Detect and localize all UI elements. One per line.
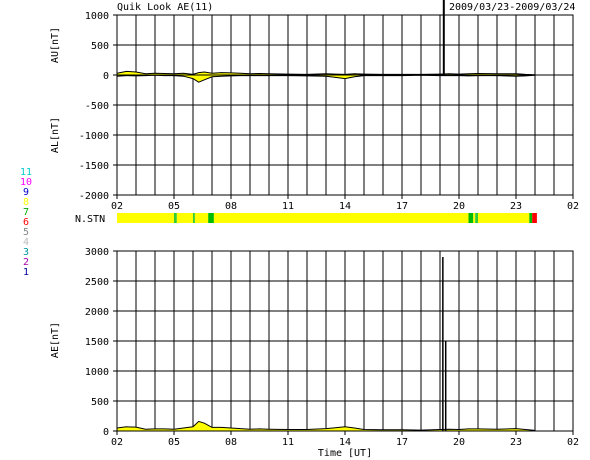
au-series-area — [117, 71, 535, 75]
nstn-segment — [174, 213, 177, 223]
y-tick-label: 3000 — [85, 247, 109, 258]
nstn-segment — [529, 213, 533, 223]
y-tick-label: -1500 — [79, 161, 109, 172]
legend-station-count: 5 — [23, 227, 29, 238]
x-tick-label: 11 — [282, 201, 294, 212]
nstn-bar — [117, 213, 537, 223]
ae-frame — [116, 250, 574, 432]
nstn-segment — [473, 213, 476, 223]
x-tick-label: 08 — [225, 201, 237, 212]
chart-title: Quik Look AE(11) — [117, 2, 213, 13]
legend-station-count: 7 — [23, 207, 29, 218]
y-tick-label: -1000 — [79, 131, 109, 142]
nstn-segment — [478, 213, 530, 223]
y-tick-label: 0 — [103, 71, 109, 82]
legend-station-count: 4 — [23, 237, 29, 248]
au-al-data — [116, 0, 536, 83]
legend-station-count: 2 — [23, 257, 29, 268]
y-tick-label: 2500 — [85, 277, 109, 288]
au-al-frame — [116, 14, 574, 196]
al-series-line — [116, 74, 536, 83]
legend-station-count: 11 — [20, 167, 32, 178]
x-tick-label: 02 — [567, 201, 579, 212]
y-tick-label: 500 — [91, 397, 109, 408]
ae-grid — [116, 250, 574, 432]
au-al-y-ticks: 1000 500 0 -500 -1000 -1500 -2000 — [79, 11, 117, 202]
nstn-segment — [194, 213, 209, 223]
y-tick-label: -2000 — [79, 191, 109, 202]
nstn-label: N.STN — [75, 214, 105, 225]
legend-station-count: 3 — [23, 247, 29, 258]
nstn-segment — [475, 213, 478, 223]
au-series-line — [116, 70, 536, 76]
x-tick-label: 20 — [453, 201, 465, 212]
au-al-panel: Quik Look AE(11) 2009/03/23-2009/03/24 A… — [50, 0, 579, 212]
nstn-segment — [468, 213, 474, 223]
ae-data — [116, 257, 536, 431]
x-tick-label: 14 — [339, 437, 351, 448]
legend-station-count: 10 — [20, 177, 32, 188]
y-tick-label: 500 — [91, 41, 109, 52]
x-tick-label: 05 — [168, 437, 180, 448]
x-axis-label: Time [UT] — [318, 448, 372, 459]
x-tick-label: 14 — [339, 201, 351, 212]
au-al-x-ticks: 02 05 08 11 14 17 20 23 02 — [111, 195, 579, 212]
x-tick-label: 17 — [396, 201, 408, 212]
y-tick-label: 0 — [103, 427, 109, 438]
y-tick-label: 1500 — [85, 337, 109, 348]
ae-panel: AE[nT] 3000 2500 2000 1500 1000 500 0 02 05 08 11… — [50, 247, 579, 459]
date-range: 2009/03/23-2009/03/24 — [449, 2, 575, 13]
y-tick-label: 1000 — [85, 367, 109, 378]
legend-station-count: 9 — [23, 187, 29, 198]
nstn-segment — [176, 213, 193, 223]
legend-station-count: 1 — [23, 267, 29, 278]
nstn-segment — [213, 213, 469, 223]
y-axis-label-al: AL[nT] — [50, 117, 61, 153]
y-tick-label: 2000 — [85, 307, 109, 318]
ae-x-ticks: 02 05 08 11 14 17 20 23 02 — [111, 431, 579, 448]
nstn-segment — [117, 213, 174, 223]
y-axis-label-ae: AE[nT] — [50, 322, 61, 358]
legend-station-count: 6 — [23, 217, 29, 228]
x-tick-label: 02 — [111, 201, 123, 212]
x-tick-label: 23 — [510, 437, 522, 448]
x-tick-label: 20 — [453, 437, 465, 448]
x-tick-label: 02 — [111, 437, 123, 448]
x-tick-label: 08 — [225, 437, 237, 448]
nstn-segment — [532, 213, 537, 223]
ae-y-ticks: 3000 2500 2000 1500 1000 500 0 — [85, 247, 117, 438]
y-tick-label: 1000 — [85, 11, 109, 22]
nstn-segment — [208, 213, 214, 223]
au-al-grid — [116, 14, 574, 196]
y-axis-label-au: AU[nT] — [50, 27, 61, 63]
x-tick-label: 11 — [282, 437, 294, 448]
nstn-segment — [193, 213, 195, 223]
x-tick-label: 05 — [168, 201, 180, 212]
ae-series-area — [117, 421, 535, 431]
x-tick-label: 17 — [396, 437, 408, 448]
ae-series-line — [116, 420, 536, 431]
legend-station-count: 8 — [23, 197, 29, 208]
x-tick-label: 02 — [567, 437, 579, 448]
y-tick-label: -500 — [85, 101, 109, 112]
x-tick-label: 23 — [510, 201, 522, 212]
al-series-area — [117, 75, 535, 83]
